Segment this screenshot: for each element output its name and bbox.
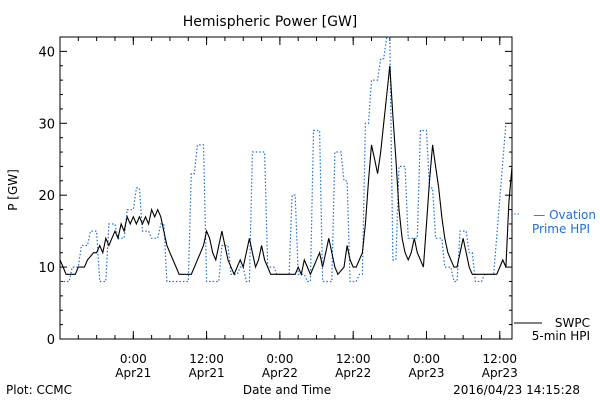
plot-frame <box>59 36 513 340</box>
ovation-prime-line <box>60 36 507 283</box>
x-tick-label-date: Apr23 <box>408 366 444 380</box>
x-tick-label-time: 12:00 <box>189 352 224 366</box>
legend-swpc-label: SWPC <box>555 316 590 330</box>
chart-title: Hemispheric Power [GW] <box>183 14 358 30</box>
x-tick-label-date: Apr21 <box>115 366 151 380</box>
series-layer <box>59 36 513 283</box>
y-axis-label: P [GW] <box>6 169 20 211</box>
plot-timestamp: 2016/04/23 14:15:28 <box>453 383 580 397</box>
x-tick-label-time: 0:00 <box>120 352 147 366</box>
y-tick-label: 0 <box>47 333 55 348</box>
x-axis: 0:00Apr2112:00Apr210:00Apr2212:00Apr220:… <box>59 37 518 380</box>
legend-ovation-label: — Ovation <box>533 208 596 222</box>
x-tick-label-time: 12:00 <box>336 352 371 366</box>
x-tick-label-date: Apr23 <box>482 366 518 380</box>
y-tick-label: 30 <box>38 117 55 132</box>
x-tick-label-date: Apr21 <box>189 366 225 380</box>
swpc-hpi-line <box>59 65 513 277</box>
y-tick-label: 20 <box>38 189 55 204</box>
legend-swpc-label-2: 5-min HPI <box>532 329 590 343</box>
x-tick-label-time: 12:00 <box>482 352 517 366</box>
x-tick-label-time: 0:00 <box>266 352 293 366</box>
plot-credit: Plot: CCMC <box>6 383 72 397</box>
y-tick-label: 10 <box>38 261 55 276</box>
x-tick-label-time: 0:00 <box>413 352 440 366</box>
y-tick-label: 40 <box>38 45 55 60</box>
x-tick-label-date: Apr22 <box>262 366 298 380</box>
x-axis-label: Date and Time <box>243 383 331 397</box>
y-axis: 0 10 20 30 40 <box>38 36 512 348</box>
x-tick-label-date: Apr22 <box>335 366 371 380</box>
legend-ovation-label-2: Prime HPI <box>532 222 590 236</box>
